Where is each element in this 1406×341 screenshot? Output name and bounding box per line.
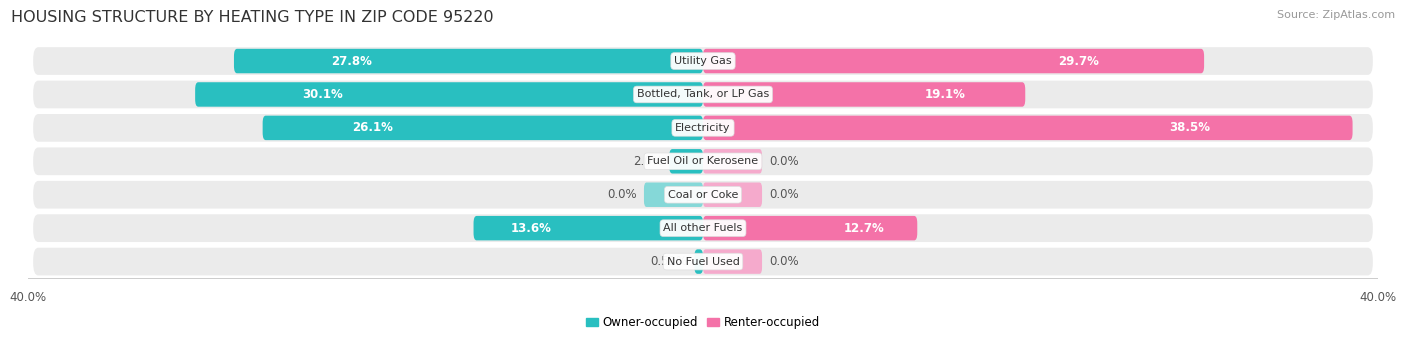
FancyBboxPatch shape <box>34 47 1372 75</box>
Text: 26.1%: 26.1% <box>353 121 394 134</box>
FancyBboxPatch shape <box>263 116 703 140</box>
FancyBboxPatch shape <box>34 80 1372 108</box>
Text: 0.0%: 0.0% <box>607 188 637 201</box>
Text: 2.0%: 2.0% <box>633 155 662 168</box>
Text: Fuel Oil or Kerosene: Fuel Oil or Kerosene <box>647 156 759 166</box>
Text: 0.0%: 0.0% <box>769 255 799 268</box>
FancyBboxPatch shape <box>703 49 1204 73</box>
Text: 0.0%: 0.0% <box>769 188 799 201</box>
Text: Electricity: Electricity <box>675 123 731 133</box>
Text: 13.6%: 13.6% <box>510 222 551 235</box>
FancyBboxPatch shape <box>703 82 1025 107</box>
FancyBboxPatch shape <box>669 149 703 174</box>
FancyBboxPatch shape <box>233 49 703 73</box>
FancyBboxPatch shape <box>695 249 703 274</box>
FancyBboxPatch shape <box>34 248 1372 276</box>
Text: Source: ZipAtlas.com: Source: ZipAtlas.com <box>1277 10 1395 20</box>
FancyBboxPatch shape <box>195 82 703 107</box>
FancyBboxPatch shape <box>34 147 1372 175</box>
Text: All other Fuels: All other Fuels <box>664 223 742 233</box>
FancyBboxPatch shape <box>474 216 703 240</box>
FancyBboxPatch shape <box>34 181 1372 209</box>
FancyBboxPatch shape <box>703 149 762 174</box>
Text: 29.7%: 29.7% <box>1059 55 1099 68</box>
Text: Bottled, Tank, or LP Gas: Bottled, Tank, or LP Gas <box>637 89 769 100</box>
Text: 0.51%: 0.51% <box>651 255 688 268</box>
Text: Coal or Coke: Coal or Coke <box>668 190 738 200</box>
Text: 27.8%: 27.8% <box>330 55 371 68</box>
Legend: Owner-occupied, Renter-occupied: Owner-occupied, Renter-occupied <box>581 311 825 334</box>
Text: 19.1%: 19.1% <box>924 88 965 101</box>
Text: Utility Gas: Utility Gas <box>675 56 731 66</box>
Text: HOUSING STRUCTURE BY HEATING TYPE IN ZIP CODE 95220: HOUSING STRUCTURE BY HEATING TYPE IN ZIP… <box>11 10 494 25</box>
Text: 38.5%: 38.5% <box>1170 121 1211 134</box>
FancyBboxPatch shape <box>703 216 917 240</box>
FancyBboxPatch shape <box>34 114 1372 142</box>
Text: 0.0%: 0.0% <box>769 155 799 168</box>
Text: No Fuel Used: No Fuel Used <box>666 256 740 267</box>
Text: 30.1%: 30.1% <box>302 88 343 101</box>
Text: 12.7%: 12.7% <box>844 222 884 235</box>
FancyBboxPatch shape <box>703 116 1353 140</box>
FancyBboxPatch shape <box>703 249 762 274</box>
FancyBboxPatch shape <box>644 182 703 207</box>
FancyBboxPatch shape <box>703 182 762 207</box>
FancyBboxPatch shape <box>34 214 1372 242</box>
